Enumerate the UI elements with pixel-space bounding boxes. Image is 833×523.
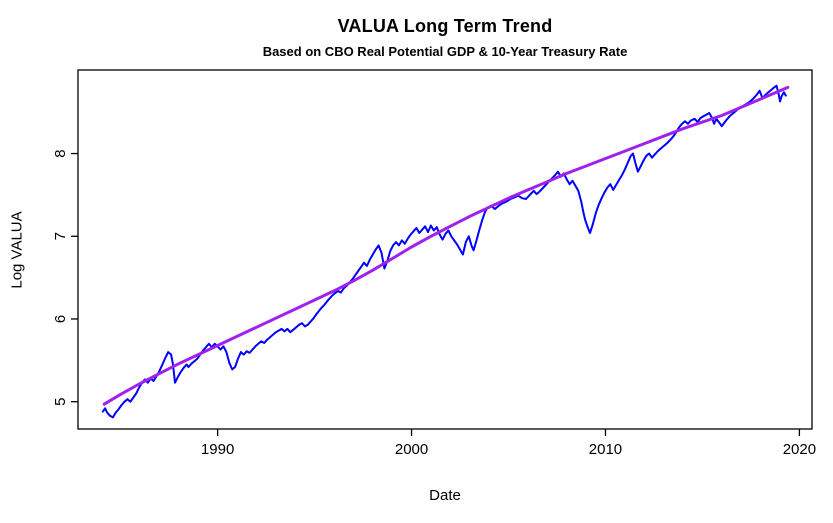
trend-series-line (102, 85, 790, 406)
chart-title: VALUA Long Term Trend (337, 16, 553, 36)
x-tick-label: 2000 (395, 441, 428, 458)
x-tick-label: 1990 (201, 441, 234, 458)
x-tick-label: 2010 (589, 441, 622, 458)
chart-subtitle: Based on CBO Real Potential GDP & 10-Yea… (262, 44, 628, 59)
x-axis-title: Date (429, 487, 461, 504)
y-tick-label: 6 (52, 315, 69, 323)
y-axis-title-text: Log VALUA (8, 211, 26, 289)
x-tick-label: 2020 (783, 441, 816, 458)
plot-box (77, 69, 813, 430)
y-tick-label: 8 (52, 149, 69, 157)
y-tick-label: 7 (52, 232, 69, 240)
y-tick-label: 5 (52, 398, 69, 406)
valua-series-line (101, 84, 787, 419)
